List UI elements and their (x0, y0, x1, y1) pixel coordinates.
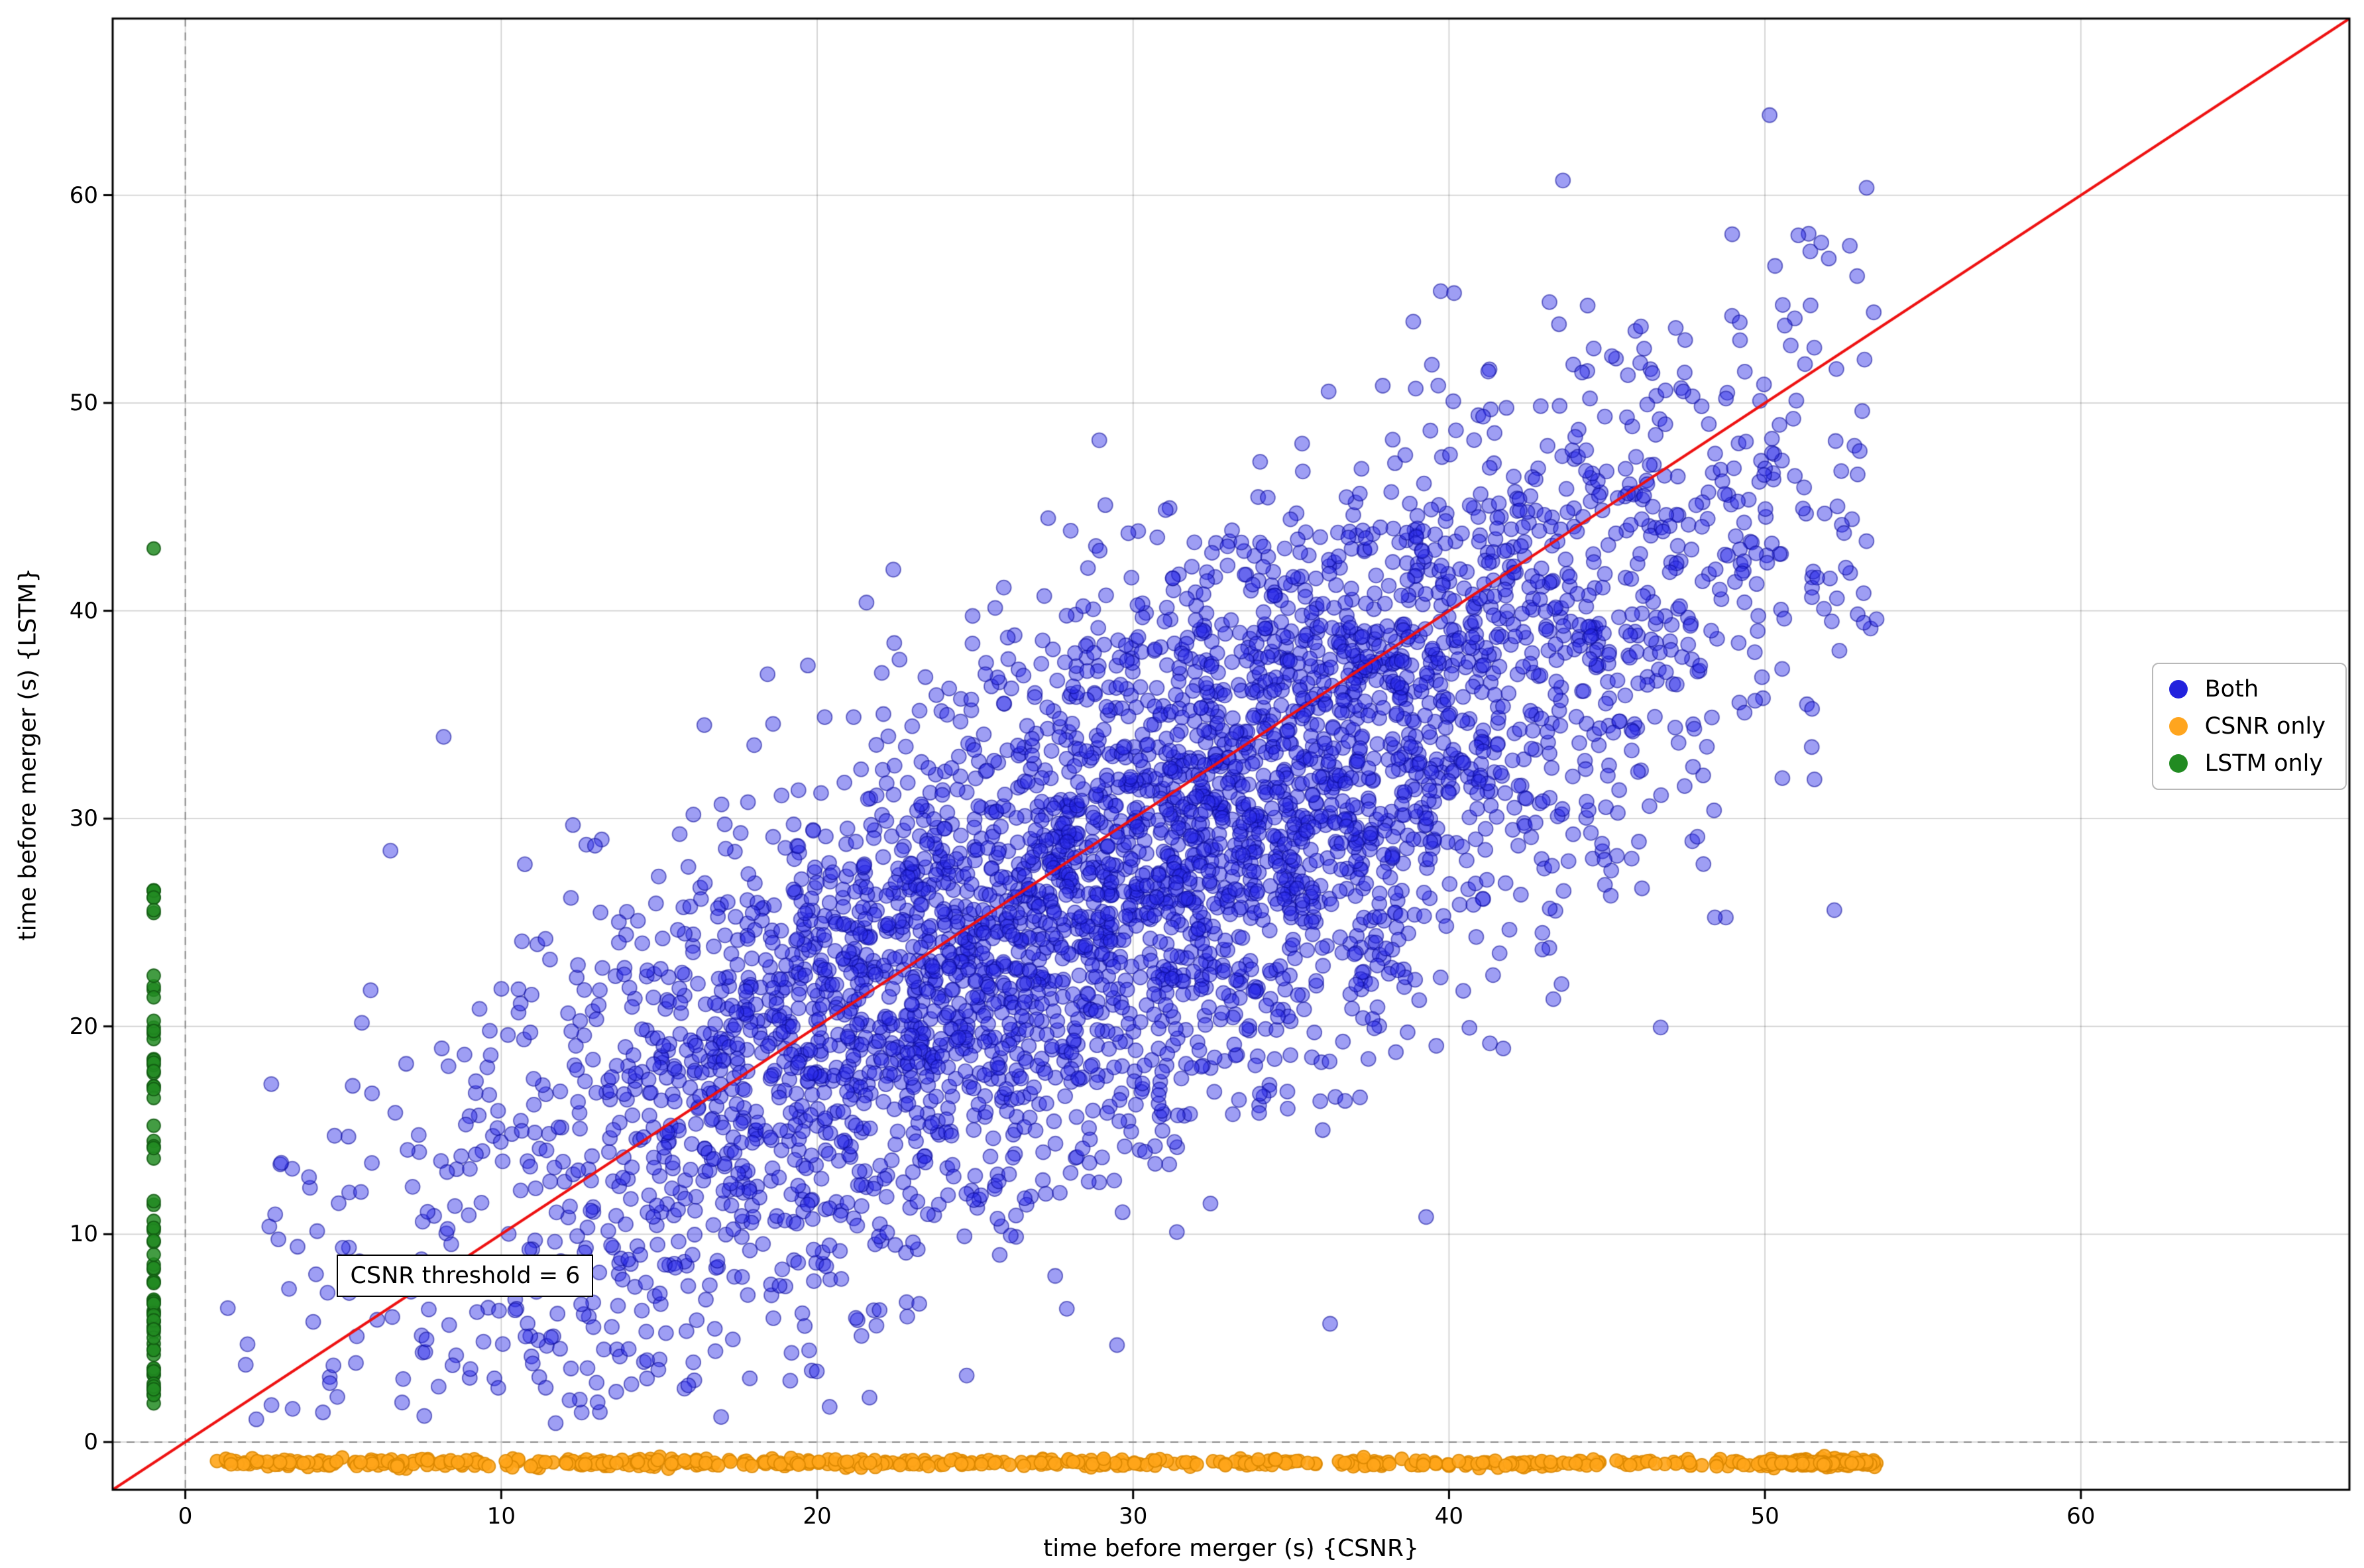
x-tick-label: 10 (486, 1503, 516, 1530)
legend-item-both: Both (2168, 676, 2326, 702)
y-tick-label: 10 (69, 1221, 98, 1248)
legend-marker-csnr-only-icon (2168, 717, 2188, 736)
x-axis-label: time before merger (s) {CSNR} (1043, 1535, 1419, 1562)
y-tick-label: 40 (69, 597, 98, 624)
y-tick-label: 60 (69, 182, 98, 209)
y-tick-label: 50 (69, 390, 98, 417)
legend-item-lstm-only: LSTM only (2168, 750, 2326, 777)
legend-label-lstm-only: LSTM only (2204, 750, 2324, 777)
x-tick-label: 30 (1119, 1503, 1148, 1530)
legend-marker-both-icon (2168, 680, 2188, 699)
y-axis-label: time before merger (s) {LSTM} (14, 567, 42, 941)
legend-item-csnr-only: CSNR only (2168, 713, 2326, 740)
x-tick-label: 40 (1434, 1503, 1464, 1530)
y-tick-label: 0 (84, 1428, 98, 1455)
y-tick-label: 20 (69, 1013, 98, 1040)
x-tick-label: 50 (1750, 1503, 1779, 1530)
x-tick-label: 0 (178, 1503, 193, 1530)
csnr-threshold-annotation: CSNR threshold = 6 (337, 1255, 594, 1298)
legend-label-both: Both (2204, 676, 2259, 702)
y-tick-label: 30 (69, 805, 98, 832)
legend: Both CSNR only LSTM only (2151, 663, 2347, 790)
legend-label-csnr-only: CSNR only (2204, 713, 2326, 740)
legend-marker-lstm-only-icon (2168, 754, 2188, 773)
x-tick-label: 60 (2066, 1503, 2096, 1530)
x-tick-label: 20 (803, 1503, 832, 1530)
